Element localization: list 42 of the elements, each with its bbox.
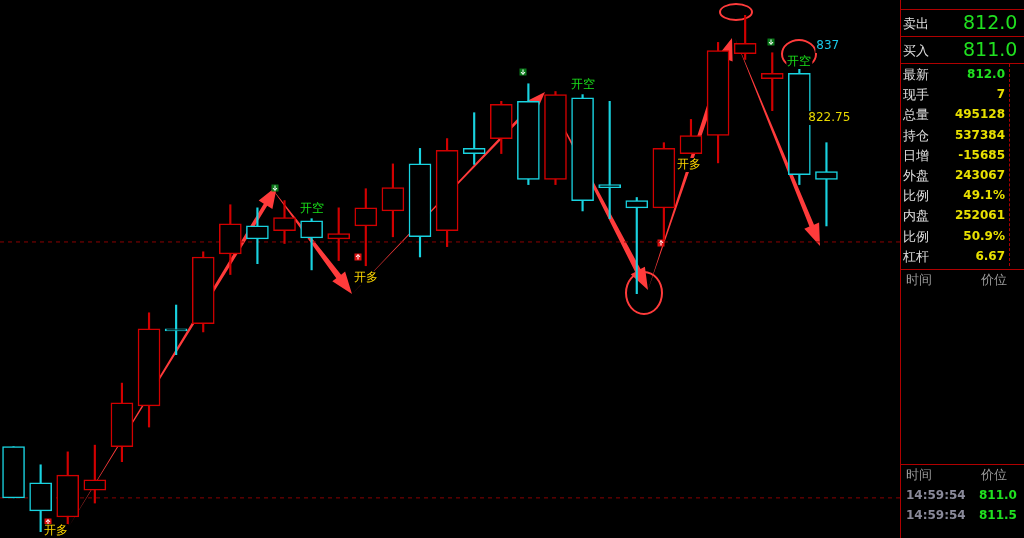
text: 6.67 [975,248,1005,263]
text: 811.0 [979,488,1017,502]
candlestick [815,142,838,227]
annotation: 开多 [43,523,68,538]
annotation: 开空 [299,201,324,216]
text: 14:59:54 [906,488,966,502]
text: 495128 [954,107,1005,122]
annotation: 837 [816,38,840,53]
annotation: 开多 [676,157,701,172]
text: 持仓 [903,126,929,145]
text: 比例 [903,187,929,206]
text: 最新 [903,66,929,84]
text: 50.9% [963,228,1005,243]
text: 总量 [903,106,929,125]
text: 卖出 [903,15,929,33]
text: 252061 [954,208,1005,223]
annotation: 开空 [787,54,812,69]
text: 日增 [903,146,929,165]
text: 杠杆 [903,247,929,266]
text: 价位 [981,271,1007,289]
text: 14:59:54 [906,508,966,522]
text: 812.0 [967,67,1005,81]
text: 811.0 [963,38,1018,60]
text: 243067 [954,168,1005,182]
annotation: 开多 [353,270,378,285]
text: 812.0 [963,11,1018,33]
text: 时间 [906,271,932,289]
text: 811.5 [979,508,1017,522]
text: 外盘 [903,167,929,185]
text: 现手 [903,86,929,105]
annotation: 822.75 [808,110,851,125]
text: 价位 [981,466,1007,484]
annotation: 开空 [570,77,595,92]
text: 7 [996,87,1005,102]
text: 买入 [903,42,929,60]
text: 比例 [903,227,929,246]
text: 49.1% [963,188,1005,203]
text: 537384 [954,127,1005,142]
text: 内盘 [903,207,929,226]
text: 时间 [906,466,932,484]
candlestick [273,200,296,244]
text: -15685 [958,147,1005,162]
